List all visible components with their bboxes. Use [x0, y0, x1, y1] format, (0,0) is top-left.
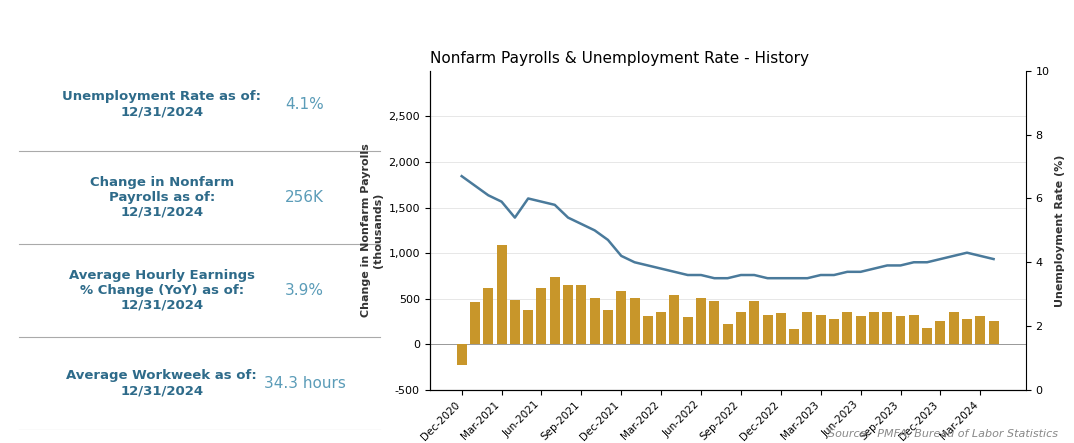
Bar: [816, 315, 826, 344]
Text: Source:  PMFA, Bureau of Labor Statistics: Source: PMFA, Bureau of Labor Statistics: [828, 428, 1058, 439]
Bar: [470, 302, 480, 344]
Bar: [629, 298, 639, 344]
Bar: [869, 312, 879, 344]
Text: EMPLOYMENT SITUATION: EMPLOYMENT SITUATION: [361, 15, 713, 39]
Text: 3.9%: 3.9%: [286, 283, 324, 298]
Bar: [829, 319, 839, 344]
Text: 4.1%: 4.1%: [286, 97, 324, 112]
Bar: [962, 319, 972, 344]
Bar: [643, 316, 653, 344]
Bar: [616, 291, 626, 344]
Text: Change in Nonfarm
Payrolls as of:
12/31/2024: Change in Nonfarm Payrolls as of: 12/31/…: [90, 175, 234, 219]
Text: Average Hourly Earnings
% Change (YoY) as of:
12/31/2024: Average Hourly Earnings % Change (YoY) a…: [69, 268, 255, 312]
Bar: [896, 316, 905, 344]
Bar: [842, 312, 853, 344]
Bar: [882, 312, 892, 344]
Bar: [550, 277, 560, 344]
Bar: [775, 313, 786, 344]
Bar: [935, 321, 945, 344]
Text: Unemployment Rate as of:
12/31/2024: Unemployment Rate as of: 12/31/2024: [62, 90, 261, 118]
Bar: [696, 298, 706, 344]
Y-axis label: Change in Nonfarm Payrolls
(thousands): Change in Nonfarm Payrolls (thousands): [361, 144, 382, 317]
Bar: [763, 315, 772, 344]
Bar: [523, 310, 533, 344]
Bar: [656, 311, 666, 344]
Bar: [723, 325, 732, 344]
Bar: [736, 312, 746, 344]
Bar: [750, 301, 759, 344]
Y-axis label: Unemployment Rate (%): Unemployment Rate (%): [1055, 154, 1065, 307]
Bar: [856, 316, 866, 344]
Bar: [510, 300, 520, 344]
Bar: [669, 295, 680, 344]
Bar: [456, 344, 467, 365]
Text: 34.3 hours: 34.3 hours: [264, 376, 346, 391]
Bar: [483, 288, 493, 344]
Bar: [537, 288, 547, 344]
Bar: [563, 285, 574, 344]
Bar: [496, 245, 507, 344]
Bar: [683, 318, 693, 344]
Text: Nonfarm Payrolls & Unemployment Rate - History: Nonfarm Payrolls & Unemployment Rate - H…: [430, 51, 809, 66]
Text: Average Workweek as of:
12/31/2024: Average Workweek as of: 12/31/2024: [67, 369, 257, 397]
Bar: [988, 321, 999, 344]
Bar: [789, 329, 799, 344]
Bar: [590, 298, 599, 344]
Bar: [603, 310, 613, 344]
Bar: [802, 312, 812, 344]
Bar: [909, 315, 918, 344]
Bar: [948, 312, 959, 344]
Bar: [577, 285, 586, 344]
Bar: [975, 316, 985, 344]
Bar: [709, 301, 720, 344]
Text: 256K: 256K: [286, 190, 324, 205]
Bar: [923, 328, 932, 344]
